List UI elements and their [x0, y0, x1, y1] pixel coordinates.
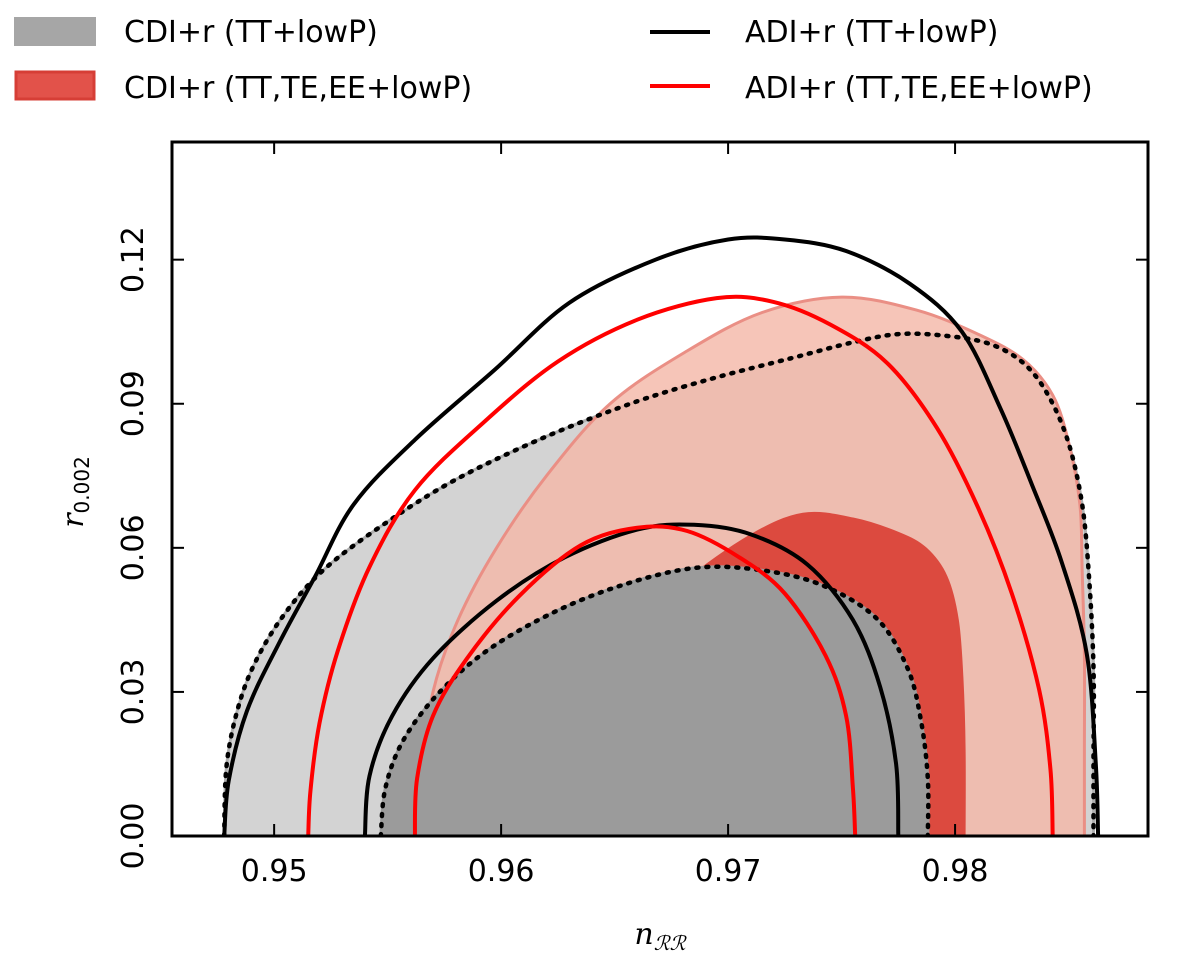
contour-line-adi-r-tt-te-ee-lowp-68pct	[412, 524, 858, 836]
legend-swatch-cdi-ttteee	[14, 70, 96, 101]
y-tick-label: 0.00	[116, 803, 151, 870]
legend-swatch-cdi-tt	[14, 17, 96, 46]
x-tick-label: 0.97	[695, 854, 762, 889]
legend: CDI+r (TT+lowP) CDI+r (TT,TE,EE+lowP) AD…	[14, 15, 1093, 106]
axes-frame	[170, 140, 1150, 838]
y-tick-label: 0.06	[116, 514, 151, 581]
x-axis-label-main: n	[634, 917, 653, 952]
legend-label-cdi-tt: CDI+r (TT+lowP)	[124, 15, 378, 50]
x-tick-label: 0.96	[468, 854, 535, 889]
legend-label-cdi-ttteee: CDI+r (TT,TE,EE+lowP)	[124, 71, 472, 106]
plot-area	[221, 235, 1101, 836]
y-tick-label: 0.12	[116, 226, 151, 293]
y-axis-label-subscript: 0.002	[70, 456, 94, 513]
x-tick-label: 0.95	[241, 854, 308, 889]
contour-line-adi-r-tt-lowp-95pct	[222, 235, 1101, 836]
y-axis-label-main: r	[56, 512, 91, 528]
axis-ticks: 0.95 0.96 0.97 0.98 0.00 0.03 0.06 0.09 0.12	[116, 142, 1148, 889]
x-axis-label-subscript: ℛℛ	[654, 931, 688, 955]
x-tick-label: 0.98	[922, 854, 989, 889]
contour-line-adi-r-tt-te-ee-lowp-95pct	[306, 294, 1055, 836]
legend-label-adi-tt: ADI+r (TT+lowP)	[745, 15, 998, 50]
y-tick-label: 0.09	[116, 370, 151, 437]
contour-outline-cdi-r-tt-lowp-95pct	[221, 331, 1097, 836]
y-axis-label: r0.002	[56, 456, 94, 528]
contour-outline-cdi-r-tt-lowp-68pct	[378, 564, 931, 836]
x-axis-label: nℛℛ	[634, 917, 687, 955]
legend-label-adi-ttteee: ADI+r (TT,TE,EE+lowP)	[745, 71, 1093, 106]
y-tick-label: 0.03	[116, 659, 151, 726]
